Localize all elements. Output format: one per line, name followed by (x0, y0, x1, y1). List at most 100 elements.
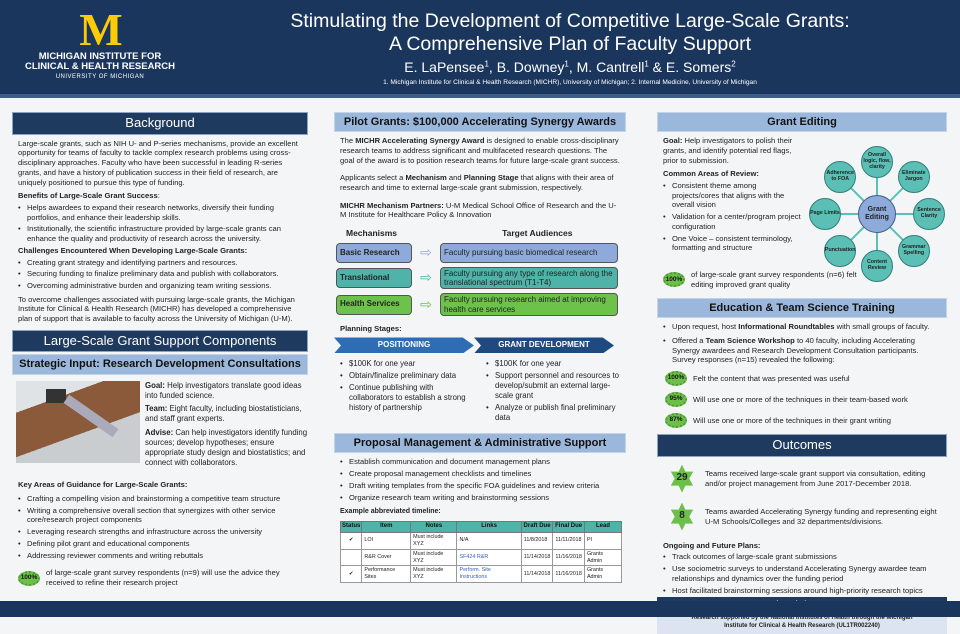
list-item: Track outcomes of large-scale grant subm… (663, 552, 941, 562)
table-cell: N/A (456, 531, 522, 550)
table-row: ✔ LOI Must include XYZ N/A 11/8/2018 11/11/20… (339, 531, 623, 550)
author-sep: , (488, 59, 497, 75)
editing-heading: Grant Editing (657, 112, 947, 133)
list-item: Creating grant strategy and identifying … (18, 258, 302, 268)
arrow-right-icon: ⇨ (420, 295, 432, 312)
affiliations: 1. Michigan Institute for Clinical & Hea… (383, 78, 757, 86)
table-cell: 11/14/2018 (520, 565, 554, 584)
survey-stat: 87% Will use one or more of the technique… (665, 413, 947, 429)
table-cell (339, 548, 363, 567)
author-name: E. LaPensee (404, 59, 485, 75)
review-node: Content Review (861, 250, 893, 283)
outcome-item: 29 Teams received large-scale grant suppo… (669, 464, 941, 493)
review-node: Page Limits (809, 198, 841, 231)
list-item: Establish communication and document man… (340, 457, 620, 467)
consult-stat: 100% of large-scale grant survey respond… (18, 568, 302, 587)
list-item: Defining pilot grant and educational com… (18, 539, 302, 549)
table-cell: ✔ (339, 565, 363, 584)
table-cell: PI (583, 531, 623, 550)
arrow-right-icon: ⇨ (420, 244, 432, 261)
survey-stat: 100% Felt the content that was presented … (665, 371, 947, 387)
key-areas-title: Key Areas of Guidance for Large-Scale Gr… (18, 480, 188, 490)
column-header: Item (361, 521, 412, 533)
review-areas-list: Consistent theme among projects/cores th… (663, 181, 801, 253)
audience-box: Faculty pursuing research aimed at impro… (440, 293, 618, 316)
mechanism-box: Health Services (336, 294, 412, 315)
list-item: Addressing reviewer comments and writing… (18, 551, 302, 561)
planning-stages-arrows: POSITIONING GRANT DEVELOPMENT (334, 337, 626, 354)
author-name: E. Somers (665, 59, 732, 75)
challenges-title: Challenges Encountered When Developing L… (18, 245, 248, 255)
stat-text: Felt the content that was presented was … (693, 373, 850, 383)
author-name: M. Cantrell (576, 59, 645, 75)
list-item: Continue publishing with collaborators t… (340, 383, 474, 413)
arrow-right-icon: ⇨ (420, 269, 432, 286)
stage-arrow: GRANT DEVELOPMENT (474, 337, 614, 354)
table-cell: Grants Admin (583, 548, 623, 567)
poster-header: M MICHIGAN INSTITUTE FOR CLINICAL & HEAL… (0, 0, 960, 98)
table-cell: 11/16/2018 (552, 548, 585, 567)
stat-text: Will use one or more of the techniques i… (693, 415, 891, 425)
list-item: Support personnel and resources to devel… (486, 371, 620, 401)
list-item: Create proposal management checklists an… (340, 469, 620, 479)
percent-badge: 100% (665, 371, 687, 387)
outcomes-heading: Outcomes (657, 434, 947, 457)
review-node: Punctuation (824, 234, 857, 267)
title-line-2: A Comprehensive Plan of Faculty Support (388, 33, 752, 55)
stage-items: $100K for one year Obtain/finalize prelim… (340, 357, 474, 425)
list-item: Validation for a center/program project … (663, 212, 801, 231)
list-item: Host facilitated brainstorming sessions … (663, 586, 941, 596)
percent-badge: 100% (18, 570, 40, 586)
education-stats: 100% Felt the content that was presented … (665, 371, 947, 429)
mechanism-box: Basic Research (336, 242, 412, 263)
list-item: $100K for one year (486, 359, 620, 369)
strategic-heading: Strategic Input: Research Development Co… (12, 354, 308, 375)
outcome-text: Teams received large-scale grant support… (705, 468, 926, 488)
list-item: $100K for one year (340, 359, 474, 369)
review-node: Grammar Spelling (897, 234, 930, 267)
review-node: Eliminate Jargon (897, 161, 930, 194)
list-item: Helps awardees to expand their research … (18, 203, 302, 222)
left-column: Background Large-scale grants, such as N… (12, 112, 308, 592)
title-line-1: Stimulating the Development of Competiti… (290, 10, 850, 32)
stat-text: Will use one or more of the techniques i… (693, 394, 908, 404)
list-item: Crafting a compelling vision and brainst… (18, 494, 302, 504)
column-header: Lead (583, 521, 623, 533)
column-header: Draft Due (520, 521, 554, 533)
michr-logo: M MICHIGAN INSTITUTE FOR CLINICAL & HEAL… (24, 4, 176, 81)
table-cell[interactable]: SF424 R&R (456, 548, 522, 567)
stage-arrow: POSITIONING (334, 337, 474, 354)
author-affil: 2 (731, 59, 736, 69)
background-intro: Large-scale grants, such as NIH U- and P… (18, 138, 298, 187)
key-areas-list: Crafting a compelling vision and brainst… (18, 494, 302, 560)
survey-stat: 95% Will use one or more of the technique… (665, 392, 947, 408)
grant-editing-diagram: Overall logic, flow, clarity Eliminate Ja… (805, 144, 949, 284)
star-icon: 29 (670, 464, 694, 493)
percent-badge: 100% (663, 272, 685, 288)
table-cell: Performance Sites (361, 565, 412, 584)
table-cell: Grants Admin (583, 565, 623, 584)
table-cell: 11/16/2018 (552, 565, 585, 584)
column-header: Final Due (552, 521, 585, 533)
list-item: One Voice – consistent terminology, form… (663, 234, 801, 253)
list-item: Draft writing templates from the specifi… (340, 481, 620, 491)
table-cell: 11/11/2018 (552, 531, 585, 550)
list-item: Analyze or publish final preliminary dat… (486, 403, 620, 423)
benefits-list: Helps awardees to expand their research … (18, 203, 302, 244)
outcome-text: Teams awarded Accelerating Synergy fundi… (705, 506, 937, 526)
proposal-heading: Proposal Management & Administrative Sup… (334, 433, 626, 454)
mechanisms-diagram: Basic Research ⇨ Faculty pursuing basic bi… (336, 242, 626, 316)
challenges-list: Creating grant strategy and identifying … (18, 258, 302, 291)
author-affil: 1 (484, 59, 489, 69)
center-node: Grant Editing (858, 195, 896, 234)
review-node: Overall logic, flow, clarity (861, 146, 893, 179)
list-item: Obtain/finalize preliminary data (340, 371, 474, 381)
author-affil: 1 (644, 59, 649, 69)
right-column: Grant Editing Goal: Help investigators t… (657, 112, 947, 634)
table-cell[interactable]: Perform. Site Instructions (456, 565, 522, 584)
mechanism-row: Health Services ⇨ Faculty pursuing researc… (336, 293, 626, 316)
future-plans-list: Track outcomes of large-scale grant subm… (663, 552, 941, 595)
column-header: Status (339, 521, 363, 533)
future-title: Ongoing and Future Plans: (663, 540, 761, 550)
list-item: Use sociometric surveys to understand Ac… (663, 564, 941, 583)
